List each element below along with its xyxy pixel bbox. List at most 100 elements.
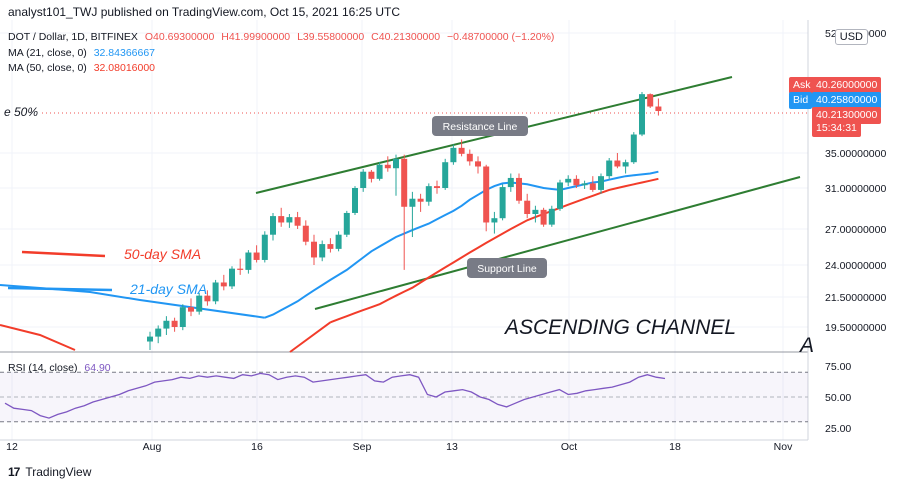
candle-body-2	[163, 320, 170, 329]
annotations: Resistance Line Support Line 50-day SMA 21-…	[4, 105, 814, 357]
candle-body-61	[647, 94, 654, 107]
time-tick-3: Sep	[353, 441, 372, 453]
candle-body-37	[450, 147, 457, 163]
countdown: 15:34:31	[812, 120, 861, 137]
candle-body-12	[245, 252, 252, 270]
price-tick-5: 21.50000000	[825, 292, 886, 304]
ma21-value: 32.84366667	[93, 47, 156, 59]
candle-body-60	[639, 94, 645, 135]
candle-body-44	[507, 177, 514, 188]
candle-body-18	[294, 217, 301, 226]
currency-button[interactable]: USD	[834, 29, 868, 45]
candle-body-1	[155, 328, 162, 337]
ma50-label: MA (50, close, 0)	[8, 62, 87, 74]
candle-body-51	[565, 178, 572, 183]
time-tick-6: 18	[669, 441, 681, 453]
candle-body-36	[442, 162, 449, 188]
candle-body-23	[335, 234, 342, 249]
support-callout-text: Support Line	[477, 263, 537, 275]
candle-body-39	[466, 153, 473, 162]
sma21-label: 21-day SMA	[129, 281, 207, 297]
time-tick-0: 12	[6, 441, 18, 453]
open-value: O40.69300000	[144, 31, 215, 43]
ask-value: 40.26000000	[812, 77, 882, 94]
resistance-callout-text: Resistance Line	[443, 121, 518, 133]
candle-body-17	[286, 217, 293, 223]
rsi-tick-0: 75.00	[825, 361, 851, 373]
candle-body-43	[499, 187, 506, 219]
rsi-pane	[0, 371, 808, 423]
time-tick-7: Nov	[774, 441, 793, 453]
candle-body-34	[425, 186, 432, 202]
candle-body-8	[212, 282, 219, 302]
candle-body-58	[622, 162, 629, 167]
candle-body-7	[204, 295, 211, 302]
ma50-line	[330, 177, 659, 324]
footer[interactable]: 17 TradingView	[8, 465, 91, 479]
candle-body-15	[270, 216, 276, 235]
candles	[147, 92, 662, 350]
ohlc-legend: DOT / Dollar, 1D, BITFINEX O40.69300000 …	[8, 31, 554, 43]
high-value: H41.99900000	[221, 31, 291, 43]
bid-label: Bid	[789, 92, 813, 109]
rsi-value: 64.90	[84, 362, 111, 374]
candle-body-25	[352, 188, 358, 213]
rsi-line	[4, 372, 666, 419]
rsi-label: RSI (14, close)	[8, 362, 78, 374]
ask-label: Ask	[789, 77, 815, 94]
candle-body-32	[409, 198, 416, 207]
candle-body-21	[319, 244, 326, 258]
bid-value: 40.25800000	[812, 92, 882, 109]
candle-body-11	[237, 268, 244, 270]
publish-header: analyst101_TWJ published on TradingView.…	[8, 5, 400, 19]
support-line	[314, 176, 801, 310]
fib-label: e 50%	[4, 105, 38, 119]
time-tick-5: Oct	[561, 441, 577, 453]
candle-body-0	[147, 336, 153, 342]
sma50-swatch	[21, 250, 106, 258]
candle-body-46	[524, 200, 531, 214]
candle-body-55	[598, 176, 604, 190]
ma21-legend[interactable]: MA (21, close, 0) 32.84366667	[8, 47, 155, 59]
candle-body-41	[483, 166, 490, 223]
candle-body-31	[401, 158, 408, 207]
candle-body-30	[393, 158, 399, 169]
candle-body-24	[343, 212, 350, 235]
support-callout-box	[467, 258, 547, 278]
price-tick-1: 35.00000000	[825, 148, 886, 160]
rsi-legend[interactable]: RSI (14, close) 64.90	[8, 362, 111, 374]
candle-body-54	[589, 183, 596, 190]
candle-body-59	[630, 134, 637, 163]
candle-body-48	[540, 209, 547, 225]
tradingview-logo-icon: 17	[8, 465, 20, 479]
price-tick-3: 27.00000000	[825, 224, 886, 236]
candle-body-4	[179, 307, 186, 327]
price-tick-2: 31.00000000	[825, 183, 886, 195]
symbol-line: DOT / Dollar, 1D, BITFINEX	[8, 31, 138, 43]
rsi-tick-2: 25.00	[825, 423, 851, 435]
candle-body-3	[171, 320, 178, 327]
ma50-legend[interactable]: MA (50, close, 0) 32.08016000	[8, 62, 155, 74]
ma50-leadin	[0, 321, 331, 353]
candle-body-50	[557, 182, 563, 209]
time-tick-1: Aug	[143, 441, 162, 453]
candle-body-19	[302, 225, 309, 242]
candle-body-56	[606, 160, 613, 177]
candle-body-45	[516, 177, 522, 201]
resistance-callout-box	[432, 116, 528, 136]
sma21-swatch	[7, 286, 113, 292]
candle-body-49	[548, 208, 555, 225]
rsi-tick-1: 50.00	[825, 392, 851, 404]
change-value: −0.48700000 (−1.20%)	[446, 31, 555, 43]
candle-body-26	[360, 171, 367, 188]
candle-body-16	[278, 216, 285, 223]
time-tick-2: 16	[251, 441, 263, 453]
candle-body-53	[581, 183, 588, 186]
candle-body-28	[376, 164, 383, 179]
ma50-value: 32.08016000	[93, 62, 156, 74]
candle-body-38	[458, 147, 465, 154]
candle-body-22	[327, 244, 334, 249]
candle-body-27	[368, 171, 375, 179]
